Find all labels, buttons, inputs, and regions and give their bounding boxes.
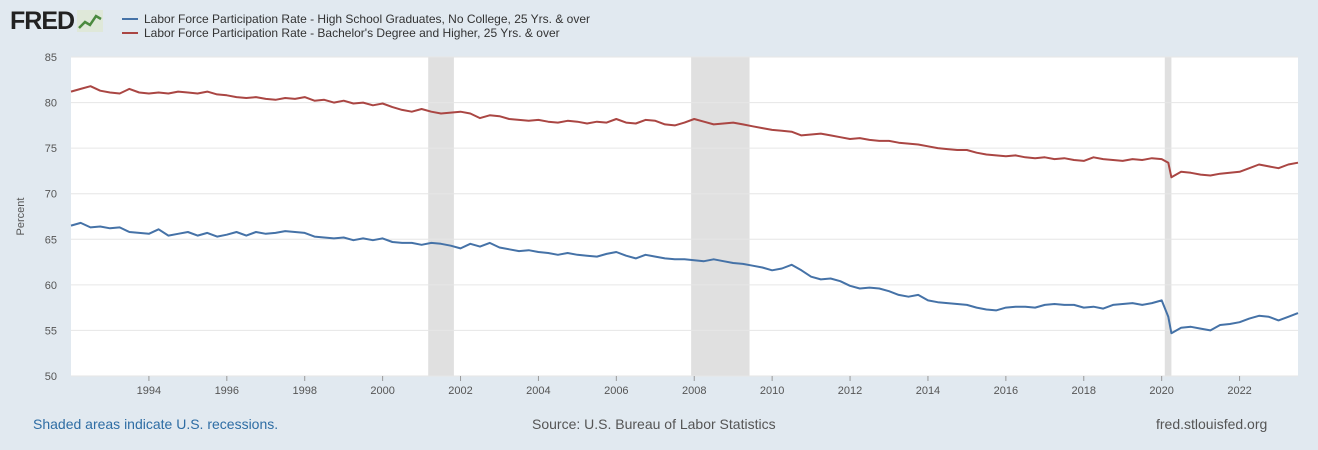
x-tick-label-2016: 2016 [994,385,1018,397]
x-tick-label-2010: 2010 [760,385,784,397]
x-tick-label-1994: 1994 [137,385,161,397]
x-tick-label-2002: 2002 [448,385,472,397]
x-tick-label-2000: 2000 [370,385,394,397]
y-tick-label-70: 70 [45,189,57,201]
recession-band-1 [428,57,454,376]
y-tick-label-80: 80 [45,98,57,110]
y-tick-label-85: 85 [45,52,57,64]
series-line-1[interactable] [70,221,1299,335]
legend-swatch-series-2 [122,32,138,34]
x-tick-label-1998: 1998 [292,385,316,397]
legend-swatch-series-1 [122,18,138,20]
x-tick-label-2022: 2022 [1227,385,1251,397]
y-tick-label-55: 55 [45,325,57,337]
legend-item-series-2[interactable]: Labor Force Participation Rate - Bachelo… [122,26,590,40]
y-tick-label-65: 65 [45,234,57,246]
plot-area [71,57,1298,376]
recession-note-link[interactable]: Shaded areas indicate U.S. recessions. [33,416,279,432]
x-tick-label-2006: 2006 [604,385,628,397]
chart-trend-icon [77,10,104,32]
y-tick-label-75: 75 [45,143,57,155]
legend-label-series-1: Labor Force Participation Rate - High Sc… [144,12,591,26]
recession-band-2 [691,57,750,376]
legend-label-series-2: Labor Force Participation Rate - Bachelo… [144,26,560,40]
x-tick-label-2004: 2004 [526,385,550,397]
x-tick-label-2018: 2018 [1072,385,1096,397]
x-tick-label-2012: 2012 [838,385,862,397]
x-tick-label-2014: 2014 [916,385,940,397]
y-tick-label-60: 60 [45,280,57,292]
series-line-2[interactable] [70,85,1299,179]
source-text: Source: U.S. Bureau of Labor Statistics [532,416,776,432]
legend-item-series-1[interactable]: Labor Force Participation Rate - High Sc… [122,12,590,26]
x-tick-label-1996: 1996 [215,385,239,397]
fred-logo-text: FRED [10,7,75,35]
legend: Labor Force Participation Rate - High Sc… [122,12,590,40]
fred-logo[interactable]: FRED [10,6,104,36]
y-tick-label-50: 50 [45,371,57,383]
x-tick-label-2008: 2008 [682,385,706,397]
site-link[interactable]: fred.stlouisfed.org [1156,416,1268,432]
x-tick-label-2020: 2020 [1149,385,1173,397]
y-axis-label: Percent [15,198,27,236]
recession-band-3 [1164,57,1172,376]
